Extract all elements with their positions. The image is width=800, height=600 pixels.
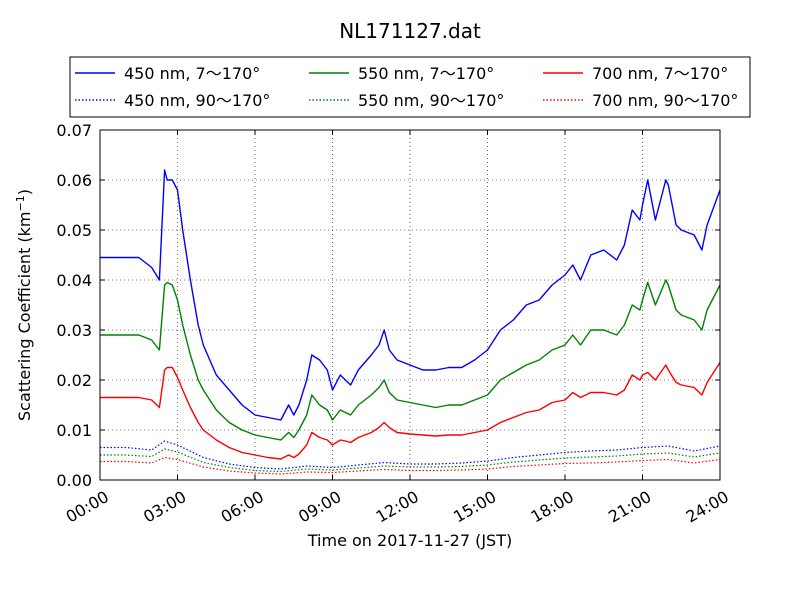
series-line-2 [100,362,721,460]
series-line-5 [100,456,721,475]
legend-label-5: 700 nm, 90～170° [592,91,738,110]
grid-lines [100,130,720,480]
plot-area [99,129,721,481]
y-tick-label: 0.00 [56,471,92,490]
series-lines [100,169,721,475]
y-tick-label: 0.05 [56,221,92,240]
y-tick-label: 0.02 [56,371,92,390]
x-axis-label: Time on 2017-11-27 (JST) [307,531,512,550]
plot-background [100,130,720,480]
legend-label-4: 550 nm, 90～170° [358,91,504,110]
series-line-4 [100,448,721,473]
y-tick-label: 0.06 [56,171,92,190]
legend-label-3: 450 nm, 90～170° [124,91,270,110]
legend-frame [69,56,751,118]
y-tick-label: 0.01 [56,421,92,440]
y-axis-label-main: Scattering Coefficient (km [15,211,34,421]
legend-label-1: 550 nm, 7～170° [358,64,494,83]
y-tick-label: 0.04 [56,271,92,290]
legend-label-0: 450 nm, 7～170° [124,64,260,83]
legend-items: 450 nm, 7～170° 550 nm, 7～170° 700 nm, 7～17… [75,64,738,110]
chart-title: NL171127.dat [339,19,481,43]
y-axis-label-close: ) [15,189,34,195]
legend: 450 nm, 7～170° 550 nm, 7～170° 700 nm, 7～17… [69,56,751,118]
y-tick-label: 0.07 [56,121,92,140]
y-tick-label: 0.03 [56,321,92,340]
y-axis-tick-labels: 0.00 0.01 0.02 0.03 0.04 0.05 0.06 0.07 [56,121,92,490]
series-line-1 [100,279,721,441]
y-axis-label: Scattering Coefficient (km−1) [14,189,34,421]
series-line-0 [100,169,721,421]
plot-frame [99,129,721,481]
y-axis-label-superscript: −1 [14,195,27,211]
legend-label-2: 700 nm, 7～170° [592,64,728,83]
series-line-3 [100,440,721,470]
